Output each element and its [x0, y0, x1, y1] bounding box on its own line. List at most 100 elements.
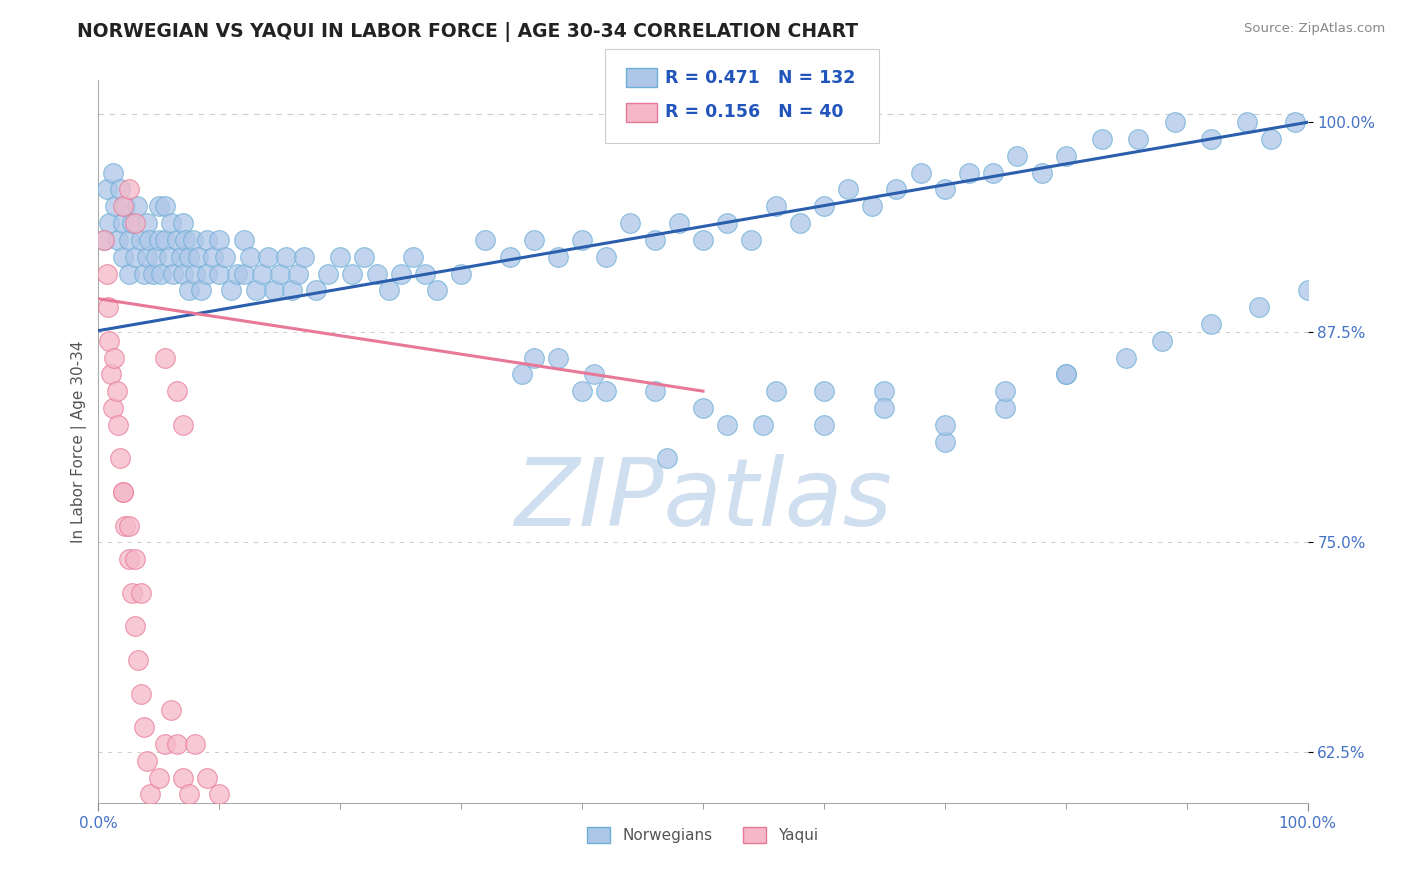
Point [104, 199, 127, 213]
Point [644, 384, 666, 398]
Point [114, 199, 136, 213]
Point [281, 283, 304, 297]
Point [1128, 132, 1150, 146]
Point [474, 233, 496, 247]
Point [96, 182, 118, 196]
Point [226, 267, 249, 281]
Point [195, 267, 218, 281]
Text: R = 0.471   N = 132: R = 0.471 N = 132 [665, 69, 855, 87]
Point [111, 199, 134, 213]
Point [121, 216, 143, 230]
Point [239, 250, 262, 264]
Point [250, 267, 273, 281]
Point [1296, 283, 1319, 297]
Point [208, 267, 231, 281]
Point [208, 233, 231, 247]
Point [547, 250, 569, 264]
Point [134, 267, 156, 281]
Point [981, 166, 1004, 180]
Point [1054, 368, 1077, 382]
Point [353, 250, 375, 264]
Y-axis label: In Labor Force | Age 30-34: In Labor Force | Age 30-34 [72, 340, 87, 543]
Point [127, 199, 149, 213]
Point [692, 401, 714, 415]
Point [187, 250, 209, 264]
Point [153, 199, 176, 213]
Point [1007, 149, 1029, 163]
Point [873, 401, 896, 415]
Point [994, 401, 1017, 415]
Text: R = 0.156   N = 40: R = 0.156 N = 40 [665, 103, 844, 121]
Point [934, 182, 956, 196]
Point [221, 283, 243, 297]
Point [1199, 317, 1222, 331]
Point [108, 182, 131, 196]
Point [1199, 132, 1222, 146]
Point [118, 518, 141, 533]
Point [910, 166, 932, 180]
Point [1236, 115, 1258, 129]
Point [583, 368, 606, 382]
Point [1163, 115, 1185, 129]
Point [96, 267, 118, 281]
Point [256, 250, 278, 264]
Point [813, 417, 835, 432]
Point [107, 417, 129, 432]
Point [153, 233, 176, 247]
Point [98, 334, 121, 348]
Point [860, 199, 883, 213]
Point [111, 485, 134, 500]
Point [108, 451, 131, 466]
Point [957, 166, 980, 180]
Point [111, 485, 134, 500]
Point [498, 250, 520, 264]
Point [100, 368, 122, 382]
Point [208, 788, 231, 802]
Point [263, 283, 285, 297]
Point [740, 233, 762, 247]
Point [214, 250, 236, 264]
Point [305, 283, 328, 297]
Text: ZIPatlas: ZIPatlas [515, 454, 891, 545]
Point [1115, 351, 1137, 365]
Point [172, 771, 194, 785]
Point [121, 586, 143, 600]
Text: NORWEGIAN VS YAQUI IN LABOR FORCE | AGE 30-34 CORRELATION CHART: NORWEGIAN VS YAQUI IN LABOR FORCE | AGE … [77, 22, 859, 42]
Point [510, 368, 533, 382]
Point [523, 351, 546, 365]
Point [813, 199, 835, 213]
Point [292, 250, 315, 264]
Point [135, 216, 157, 230]
Point [934, 434, 956, 449]
Point [124, 216, 146, 230]
Point [195, 233, 218, 247]
Point [765, 199, 787, 213]
Point [93, 233, 115, 247]
Point [402, 250, 425, 264]
Point [232, 233, 254, 247]
Text: Source: ZipAtlas.com: Source: ZipAtlas.com [1244, 22, 1385, 36]
Point [1091, 132, 1114, 146]
Point [426, 283, 449, 297]
Point [118, 233, 141, 247]
Point [124, 552, 146, 566]
Point [813, 384, 835, 398]
Point [644, 233, 666, 247]
Point [172, 417, 194, 432]
Point [716, 417, 738, 432]
Point [342, 267, 364, 281]
Point [1031, 166, 1053, 180]
Point [329, 250, 352, 264]
Point [111, 216, 134, 230]
Point [692, 233, 714, 247]
Point [139, 788, 162, 802]
Point [595, 250, 617, 264]
Point [157, 250, 180, 264]
Point [523, 233, 546, 247]
Point [1152, 334, 1174, 348]
Point [619, 216, 641, 230]
Point [450, 267, 472, 281]
Point [135, 250, 157, 264]
Point [195, 771, 218, 785]
Point [184, 737, 207, 751]
